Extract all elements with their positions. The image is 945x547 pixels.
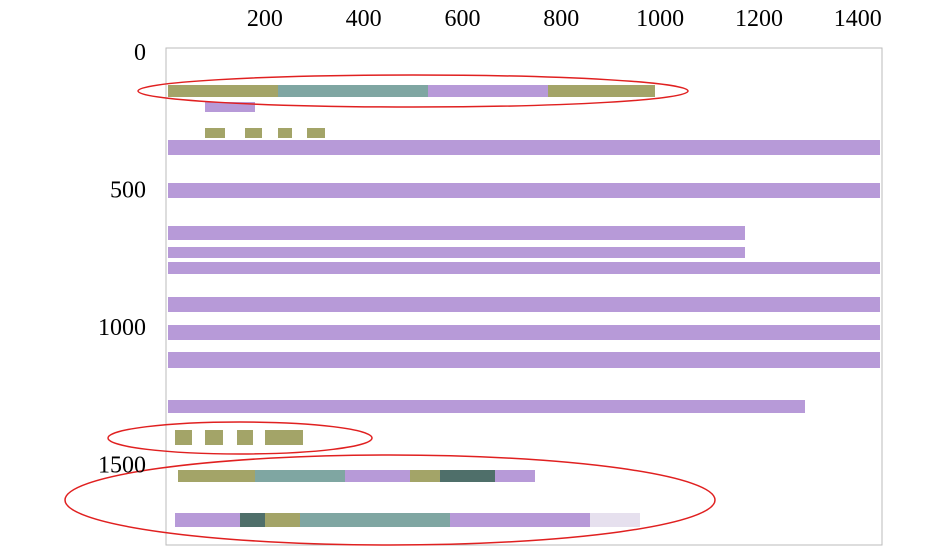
y-tick-label: 0: [134, 40, 146, 66]
x-tick-label: 1400: [834, 6, 882, 32]
highlight-ellipses: [64, 74, 716, 546]
x-tick-label: 1000: [636, 6, 684, 32]
x-tick-label: 1200: [735, 6, 783, 32]
y-tick-label: 1000: [98, 315, 146, 341]
y-tick-label: 500: [110, 177, 146, 203]
image: [165, 47, 883, 546]
x-tick-label: 400: [346, 6, 382, 32]
x-tick-label: 600: [444, 6, 480, 32]
x-tick-label: 200: [247, 6, 283, 32]
y-tick-label: 1500: [98, 452, 146, 478]
x-tick-label: 800: [543, 6, 579, 32]
